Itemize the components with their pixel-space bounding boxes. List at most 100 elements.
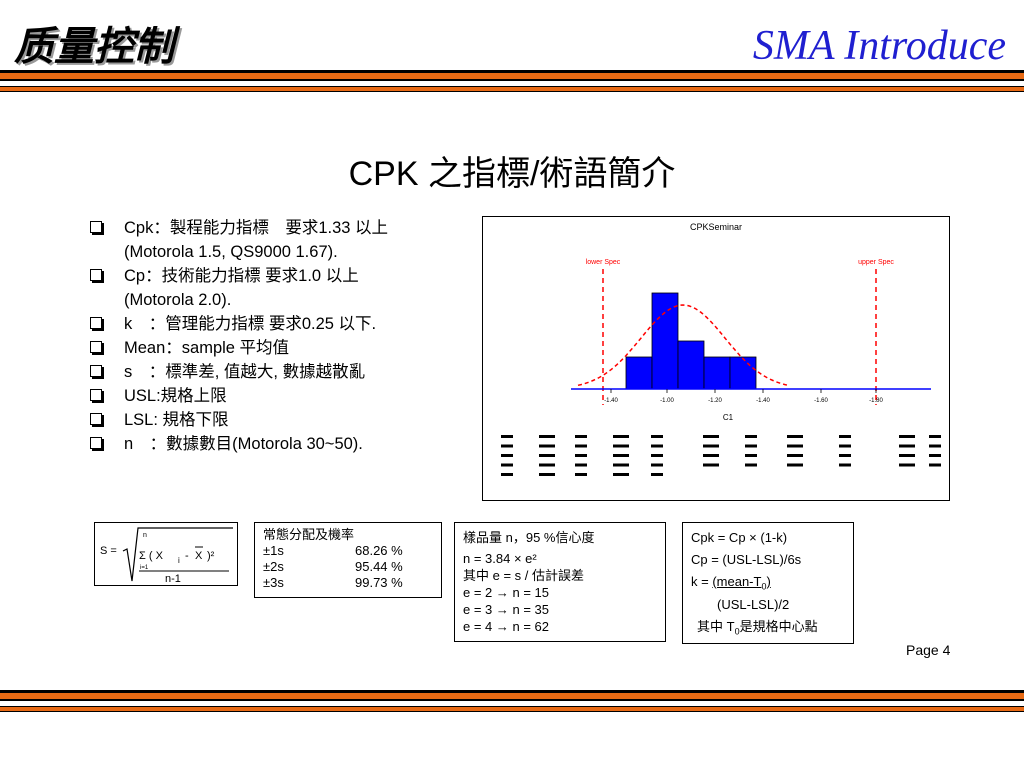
upper-spec-label: upper Spec (858, 259, 894, 266)
cpk-formula-line: Cpk = Cp × (1-k) (691, 530, 788, 545)
stats-cell (501, 444, 513, 448)
chart-title: CPKSeminar (690, 222, 742, 232)
bullet-item: Mean：sample 平均值 (88, 336, 488, 360)
stats-cell (613, 435, 629, 438)
checkbox-bullet-icon (90, 365, 102, 377)
stats-cell (613, 444, 629, 448)
sum-index: i (178, 556, 180, 565)
sum-upper-limit: n (143, 532, 147, 539)
sample-size-row: e = 4 → n = 62 (463, 619, 550, 634)
x-tick-label: -1.00 (660, 398, 674, 404)
histogram-bar (677, 340, 705, 390)
stats-cell (613, 463, 629, 467)
sample-size-formula: n = 3.84 × e² (463, 551, 537, 566)
x-tick-label: -1.40 (756, 398, 770, 404)
checkbox-bullet-icon (90, 317, 102, 329)
stats-cell (613, 473, 629, 476)
histogram-bars (625, 292, 757, 390)
cpk-formula-box: Cpk = Cp × (1-k) Cp = (USL-LSL)/6s k = (… (682, 522, 854, 644)
checkbox-bullet-icon (90, 389, 102, 401)
histogram-bar (703, 356, 731, 390)
stats-cell (651, 435, 663, 438)
sample-size-desc: 其中 e = s / 估計誤差 (463, 568, 584, 583)
checkbox-bullet-icon (90, 341, 102, 353)
bullet-item: s ：標準差, 值越大, 數據越散亂 (88, 360, 488, 384)
sum-symbol: Σ ( X (139, 550, 164, 562)
stats-table (501, 435, 941, 476)
stats-cell (929, 444, 941, 448)
bottom-rule (0, 690, 1024, 712)
formula-minus: - (185, 550, 189, 562)
stats-cell (787, 454, 803, 457)
stats-cell (575, 463, 587, 467)
stats-cell (501, 435, 513, 438)
lower-spec-label: lower Spec (586, 259, 621, 266)
formula-xbar: X (195, 550, 203, 562)
stats-cell (651, 463, 663, 467)
stats-cell (575, 473, 587, 476)
std-dev-formula: S = n Σ ( X i - X )² i=1 n-1 (100, 527, 233, 585)
normal-distribution-box: 常態分配及機率 ±1s 68.26 % ±2s 95.44 % ±3s 99.73 % (254, 522, 442, 598)
x-tick-label: -1.40 (604, 398, 618, 404)
cpk-chart-svg: CPKSeminar lower Spec upper Spec -1.40 -1… (501, 222, 941, 476)
stats-cell (539, 444, 555, 448)
k-formula-line: k = (mean-T0) (691, 574, 771, 592)
stats-cell (575, 435, 587, 438)
k-denominator: (USL-LSL)/2 (717, 596, 790, 612)
sample-size-box: 樣品量 n，95 %信心度 n = 3.84 × e² 其中 e = s / 估… (454, 522, 666, 642)
formula-s-eq: S = (100, 545, 117, 557)
stats-cell (899, 444, 915, 448)
page-number: Page 4 (906, 642, 951, 658)
sample-size-row: e = 2 → n = 15 (463, 585, 550, 600)
stats-cell (539, 463, 555, 467)
x-tick-label: -1.80 (869, 398, 883, 404)
stats-cell (703, 454, 719, 457)
normal-dist-row: ±2s 95.44 % (263, 559, 403, 574)
stats-cell (745, 435, 757, 438)
stats-cell (501, 454, 513, 457)
stats-cell (899, 454, 915, 457)
bullet-item: Cp：技術能力指標 要求1.0 以上 (88, 264, 488, 288)
normal-dist-title: 常態分配及機率 (263, 527, 355, 542)
cp-formula-line: Cp = (USL-LSL)/6s (691, 552, 802, 567)
bullet-list: Cpk：製程能力指標 要求1.33 以上 (Motorola 1.5, QS90… (88, 216, 488, 456)
std-dev-formula-box: S = n Σ ( X i - X )² i=1 n-1 (94, 522, 238, 586)
stats-cell (787, 435, 803, 438)
normal-dist-row: ±1s 68.26 % (263, 543, 403, 558)
slide-title: CPK 之指標/術語簡介 (348, 155, 676, 193)
stats-cell (839, 463, 851, 467)
stats-cell (703, 435, 719, 438)
stats-cell (839, 444, 851, 448)
stats-cell (575, 444, 587, 448)
stats-cell (501, 473, 513, 476)
sample-size-title: 樣品量 n，95 %信心度 (463, 530, 595, 545)
bullet-item: k ：管理能力指標 要求0.25 以下. (88, 312, 488, 336)
checkbox-bullet-icon (90, 269, 102, 281)
sqrt-sign-icon (122, 527, 233, 582)
stats-cell (703, 444, 719, 448)
stats-cell (613, 454, 629, 457)
stats-cell (501, 463, 513, 467)
normal-dist-row: ±3s 99.73 % (263, 575, 403, 590)
checkbox-bullet-icon (90, 437, 102, 449)
stats-cell (929, 463, 941, 467)
stats-cell (539, 473, 555, 476)
stats-cell (651, 444, 663, 448)
stats-cell (745, 454, 757, 457)
bullet-continuation: (Motorola 1.5, QS9000 1.67). (124, 243, 338, 261)
stats-cell (539, 435, 555, 438)
bullet-item: LSL: 規格下限 (88, 408, 488, 432)
stats-cell (899, 463, 915, 467)
stats-cell (929, 435, 941, 438)
stats-cell (899, 435, 915, 438)
stats-cell (839, 454, 851, 457)
x-axis-ticks: -1.40 -1.00 -1.20 -1.40 -1.60 -1.80 (604, 389, 883, 404)
sample-size-row: e = 3 → n = 35 (463, 602, 550, 617)
stats-cell (745, 444, 757, 448)
top-rule (0, 70, 1024, 92)
x-tick-label: -1.20 (708, 398, 722, 404)
stats-cell (839, 435, 851, 438)
cpk-chart: CPKSeminar lower Spec upper Spec -1.40 -1… (482, 216, 950, 501)
x-tick-label: -1.60 (814, 398, 828, 404)
normal-fit-curve (577, 304, 789, 387)
